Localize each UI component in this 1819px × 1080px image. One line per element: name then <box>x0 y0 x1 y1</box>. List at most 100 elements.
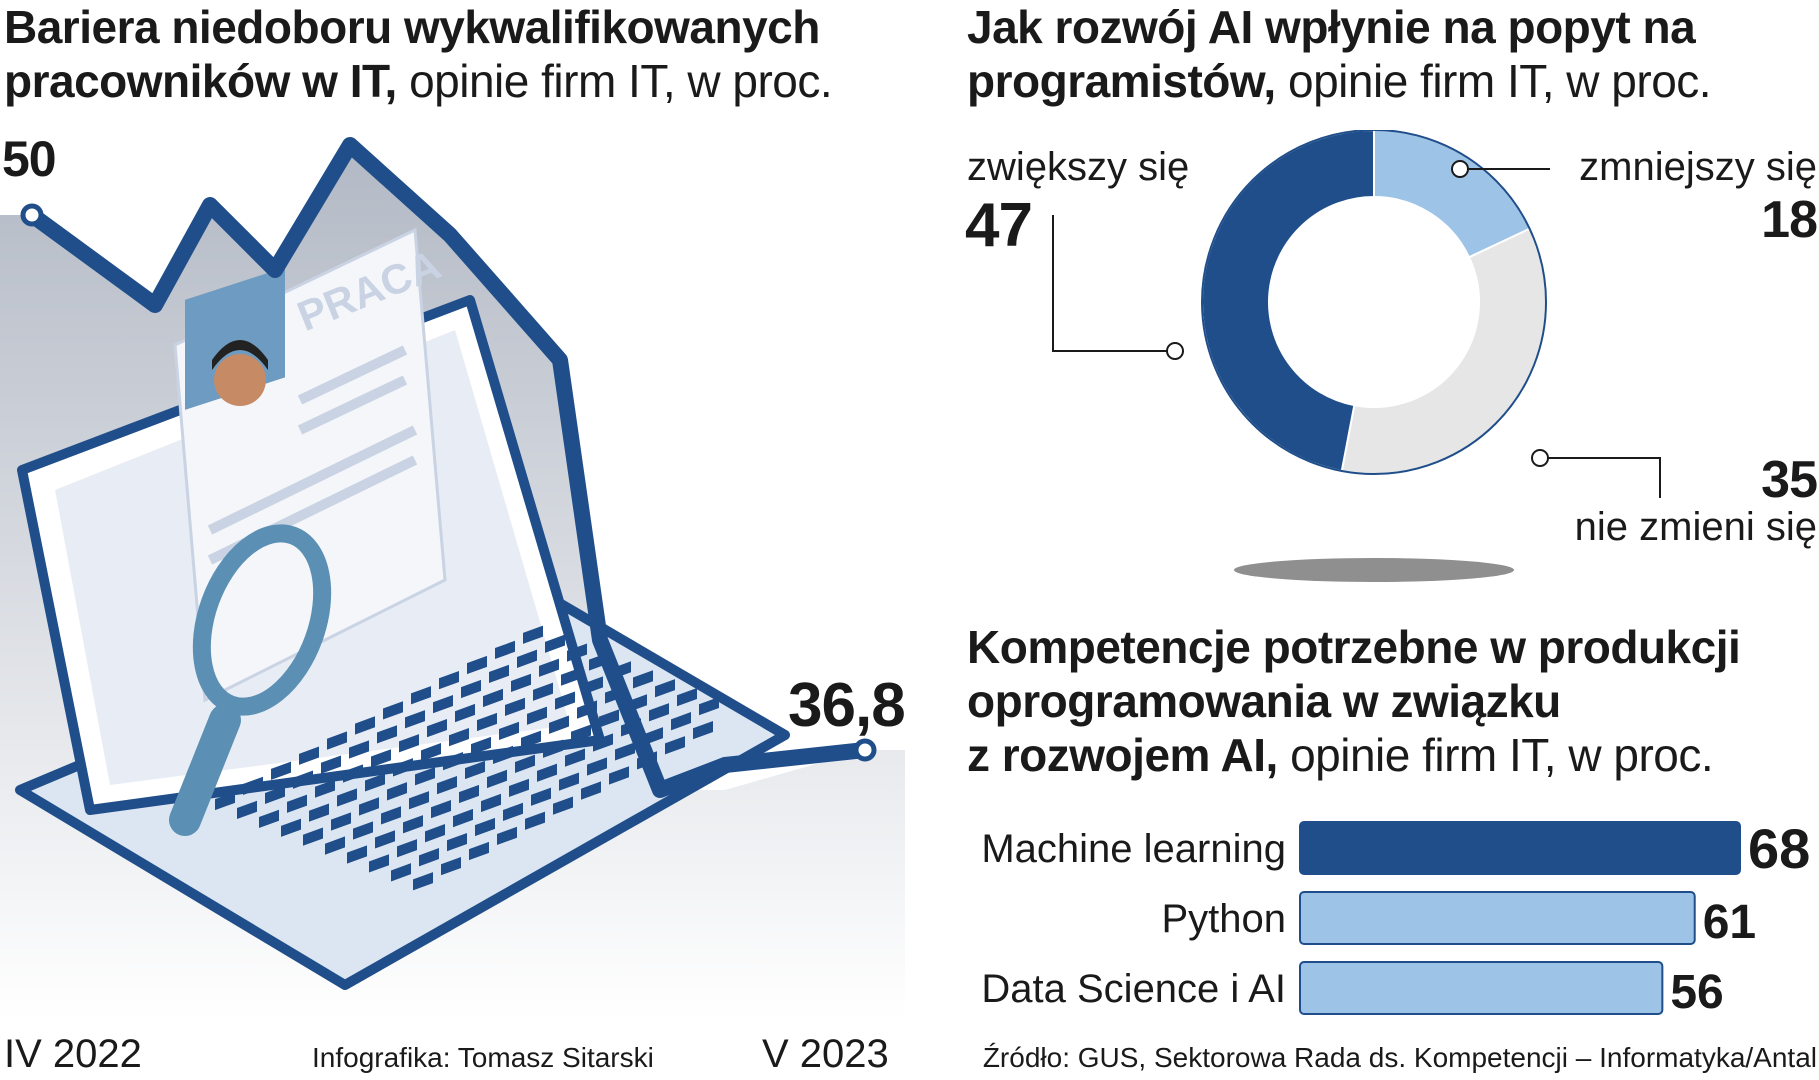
keyboard-key <box>265 785 285 804</box>
keyboard-key <box>271 761 291 780</box>
keyboard-key <box>517 649 537 668</box>
keyboard-key <box>405 710 425 729</box>
keyboard-key <box>459 784 479 804</box>
keyboard-key <box>383 701 403 720</box>
keyboard-key <box>633 670 653 689</box>
keyboard-key <box>489 664 509 684</box>
keyboard-key <box>287 794 307 813</box>
bar-chart: Machine learning 68 Python 61 Data Science i… <box>981 817 1810 1019</box>
bar-label-machine-learning: Machine learning <box>981 827 1286 871</box>
line-end-value: 36,8 <box>788 671 906 740</box>
donut-label-increase: zwiększy się <box>967 145 1190 189</box>
keyboard-key <box>493 745 513 765</box>
keyboard-key <box>599 709 619 728</box>
bar-value-python: 61 <box>1703 896 1756 949</box>
keyboard-key <box>677 688 697 707</box>
keyboard-key <box>615 742 635 761</box>
bar-title-light: opinie firm IT, w proc. <box>1290 729 1714 781</box>
keyboard-key <box>521 730 541 749</box>
keyboard-key <box>455 703 475 723</box>
keyboard-key <box>559 772 579 791</box>
donut-title-light: opinie firm IT, w proc. <box>1288 55 1712 107</box>
keyboard-key <box>397 839 417 858</box>
keyboard-key <box>505 697 525 716</box>
keyboard-key <box>355 716 375 735</box>
keyboard-key <box>497 826 517 846</box>
keyboard-key <box>425 824 445 843</box>
keyboard-key <box>293 770 313 789</box>
keyboard-key <box>439 670 459 690</box>
keyboard-key <box>571 724 591 743</box>
keyboard-key <box>549 715 569 734</box>
bar-title-line2: oprogramowania w związku <box>967 675 1561 727</box>
keyboard-key <box>543 739 563 758</box>
keyboard-key <box>533 682 553 701</box>
keyboard-key <box>587 757 607 776</box>
keyboard-key <box>461 679 481 699</box>
keyboard-key <box>583 676 603 695</box>
keyboard-key <box>537 763 557 782</box>
donut-label-decrease: zmniejszy się <box>1579 145 1817 189</box>
keyboard-key <box>415 767 435 786</box>
keyboard-key <box>665 736 685 755</box>
source-text: Źródło: GUS, Sektorowa Rada ds. Kompeten… <box>982 1042 1817 1073</box>
keyboard-key <box>467 655 487 675</box>
donut-shadow <box>1234 558 1514 582</box>
keyboard-key <box>359 797 379 816</box>
keyboard-key <box>565 748 585 767</box>
left-chart-title: Bariera niedoboru wykwalifikowanych prac… <box>4 0 894 108</box>
keyboard-key <box>487 769 507 789</box>
left-illustration: PRACA <box>0 137 905 1020</box>
keyboard-key <box>427 719 447 738</box>
keyboard-key <box>469 841 489 861</box>
keyboard-key <box>499 721 519 741</box>
keyboard-key <box>387 782 407 801</box>
keyboard-key <box>483 688 503 708</box>
line-start-value: 50 <box>2 131 57 187</box>
keyboard-key <box>315 779 335 798</box>
keyboard-key <box>649 703 669 722</box>
keyboard-key <box>515 754 535 773</box>
keyboard-key <box>327 731 347 750</box>
leader-dot-nochange <box>1531 449 1549 467</box>
keyboard-key <box>481 793 501 813</box>
donut-chart-title: Jak rozwój AI wpłynie na popyt na progra… <box>967 0 1817 108</box>
keyboard-key <box>523 625 543 644</box>
donut-value-decrease: 18 <box>1761 191 1818 249</box>
leader-line-nochange <box>1540 457 1661 498</box>
keyboard-key <box>443 751 463 771</box>
keyboard-key <box>371 749 391 768</box>
keyboard-key <box>447 832 467 852</box>
keyboard-key <box>365 773 385 792</box>
keyboard-key <box>215 791 235 811</box>
keyboard-key <box>431 800 451 819</box>
donut-chart <box>1052 130 1661 582</box>
keyboard-key <box>593 733 613 752</box>
keyboard-key <box>577 700 597 719</box>
bar-label-data-science: Data Science i AI <box>981 967 1286 1011</box>
keyboard-key <box>391 863 411 882</box>
keyboard-key <box>477 712 497 732</box>
keyboard-key <box>349 740 369 759</box>
donut-value-increase: 47 <box>965 191 1033 260</box>
keyboard-key <box>581 781 601 800</box>
bar-data-science <box>1299 961 1664 1015</box>
keyboard-key <box>369 854 389 873</box>
keyboard-key <box>419 848 439 867</box>
left-title-bold: Bariera niedoboru wykwalifikowanych prac… <box>4 1 820 107</box>
keyboard-key <box>465 760 485 780</box>
keyboard-key <box>393 758 413 777</box>
keyboard-key <box>671 712 691 731</box>
keyboard-key <box>403 815 423 834</box>
leader-line-increase <box>1052 215 1175 352</box>
keyboard-key <box>259 809 279 828</box>
keyboard-key <box>567 643 587 662</box>
bar-title-line3: z rozwojem AI, opinie firm IT, w proc. <box>967 728 1817 782</box>
line-end-point <box>853 738 877 762</box>
keyboard-key <box>511 673 531 692</box>
keyboard-key <box>503 802 523 822</box>
bar-title-line1: Kompetencje potrzebne w produkcji <box>967 621 1741 673</box>
line-start-point <box>20 203 44 227</box>
donut-label-nochange: nie zmieni się <box>1574 505 1817 549</box>
keyboard-key <box>337 788 357 807</box>
